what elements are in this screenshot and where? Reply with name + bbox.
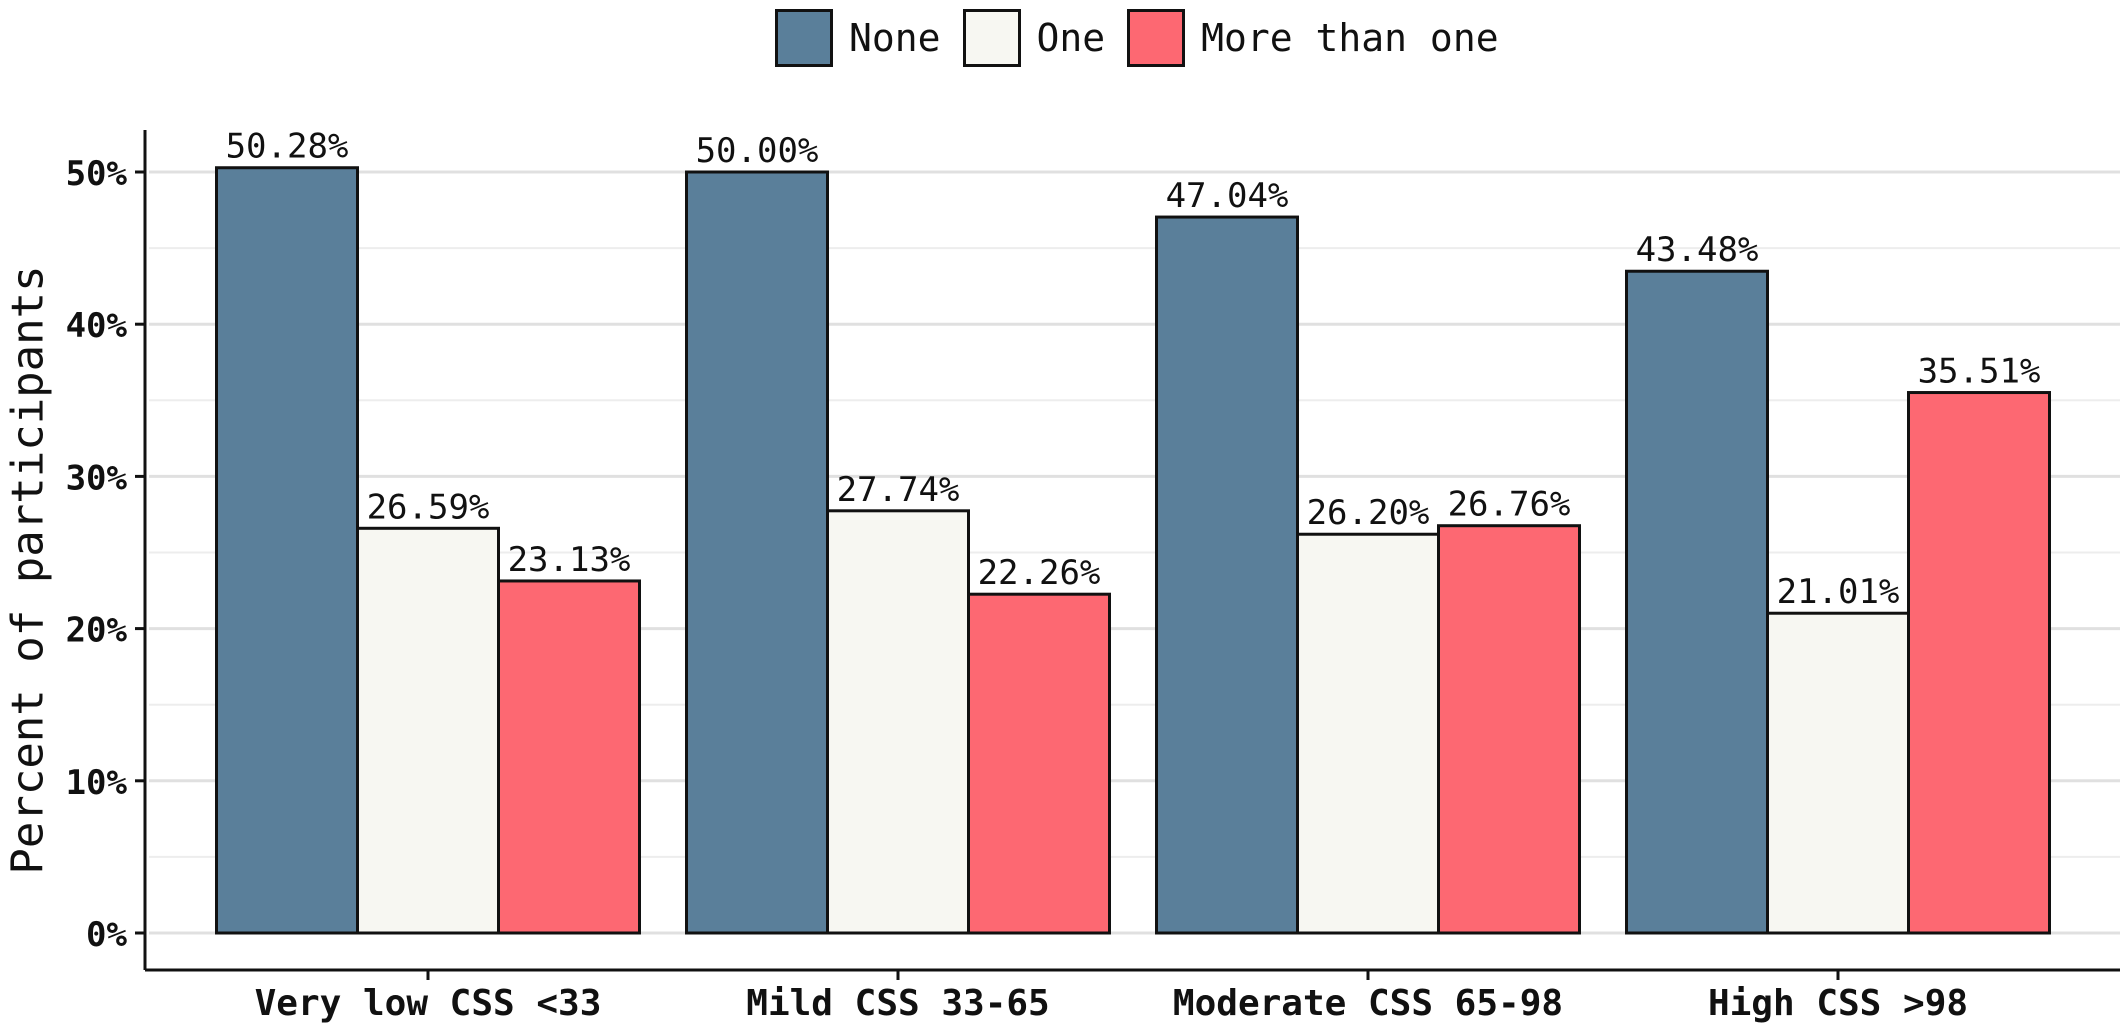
legend-swatch-one [962,9,1021,67]
legend-item-none: None [775,9,941,67]
bar-value-label: 26.20% [1307,493,1430,533]
bar-none [215,166,359,935]
bar-none [685,170,829,935]
bar-value-label: 27.74% [837,470,960,510]
y-tick-label: 0% [86,915,127,955]
legend-swatch-none [775,9,833,67]
bar-value-label: 43.48% [1636,230,1759,270]
bar-value-label: 50.00% [696,131,819,171]
x-tick-label: Mild CSS 33-65 [746,983,1049,1024]
legend-item-one: One [962,9,1106,67]
legend-label-one: One [1036,16,1106,60]
bar-value-label: 26.76% [1448,485,1571,525]
bar-one [1766,611,1910,935]
legend-label-none: None [849,16,941,60]
y-tick-label: 30% [66,458,128,498]
bar-more-than-one [1907,391,2051,935]
bar-more-than-one [497,579,641,935]
bar-value-label: 35.51% [1918,352,2041,392]
y-tick-label: 50% [66,154,128,194]
x-tick-label: Very low CSS <33 [255,983,602,1024]
bar-more-than-one [1437,524,1581,935]
bar-none [1625,269,1769,935]
y-tick-label: 10% [66,763,128,803]
bar-value-label: 23.13% [508,540,631,580]
bar-none [1155,215,1299,935]
bar-one [1296,532,1440,935]
x-tick-label: High CSS >98 [1708,983,1968,1024]
y-tick-label: 20% [66,611,128,651]
bar-one [826,509,970,935]
bar-value-label: 50.28% [226,127,349,167]
bar-value-label: 21.01% [1777,572,1900,612]
bar-one [356,526,500,935]
bar-value-label: 22.26% [978,553,1101,593]
x-tick-label: Moderate CSS 65-98 [1173,983,1563,1024]
bar-more-than-one [967,592,1111,935]
legend-swatch-more-than-one [1127,9,1186,67]
y-tick-label: 40% [66,306,128,346]
chart-legend: None One More than one [775,6,1521,70]
legend-label-more-than-one: More than one [1201,16,1499,60]
legend-item-more-than-one: More than one [1127,9,1499,67]
bar-value-label: 47.04% [1166,176,1289,216]
bar-value-label: 26.59% [367,487,490,527]
